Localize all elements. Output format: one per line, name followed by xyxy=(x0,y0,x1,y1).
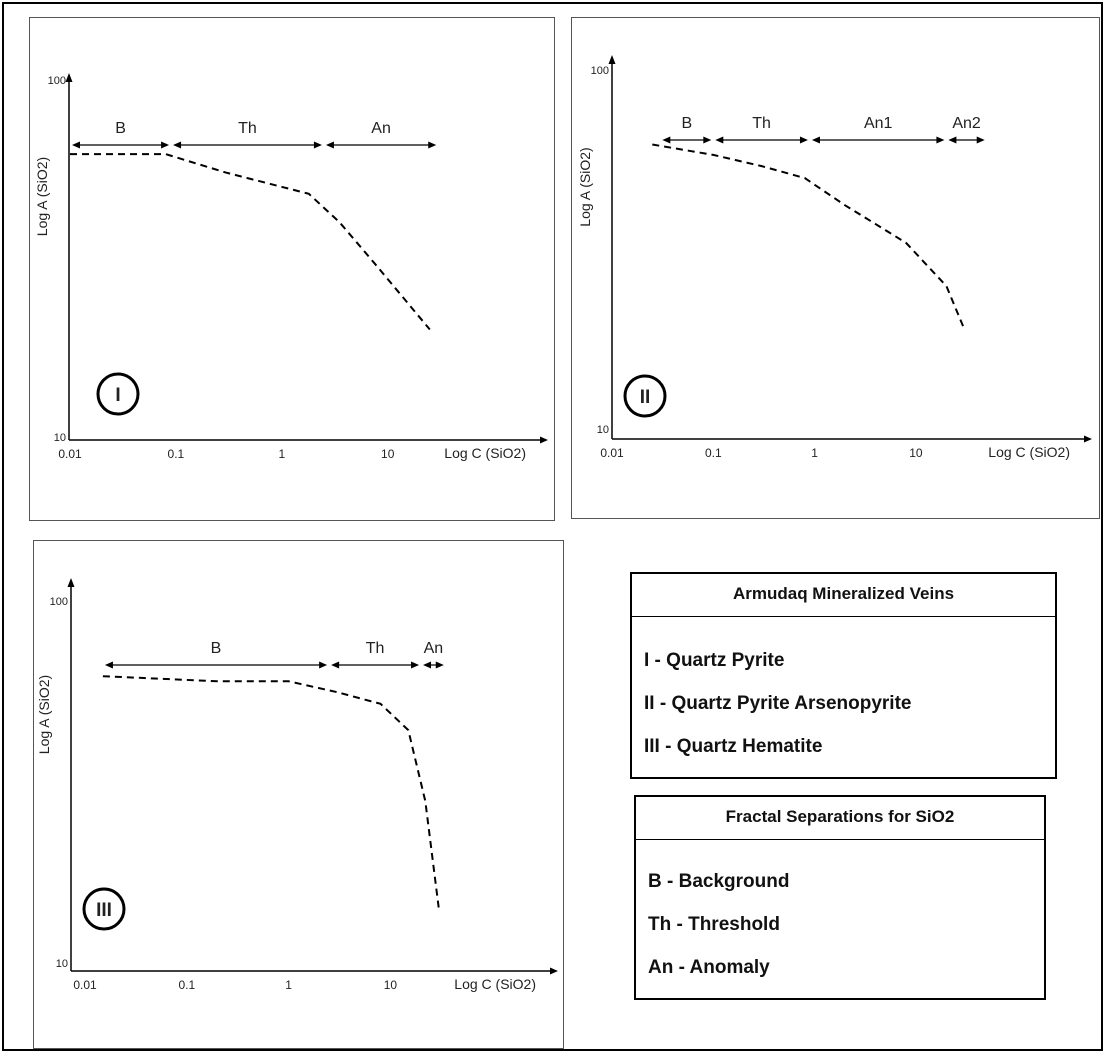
panel-id-label: I xyxy=(115,385,120,406)
legend-fractal-divider xyxy=(636,839,1044,840)
legend-fractal-item: Th - Threshold xyxy=(648,914,780,935)
segment-arrow-head-left xyxy=(173,141,182,149)
x-axis-label: Log C (SiO2) xyxy=(454,976,536,992)
segment-label: An2 xyxy=(952,115,981,132)
segment-arrow-head-right xyxy=(411,661,420,669)
y-axis-arrow xyxy=(67,578,75,587)
legend-veins-item: III - Quartz Hematite xyxy=(644,736,823,757)
segment-arrow-head-right xyxy=(161,141,170,149)
legend-fractal-item: An - Anomaly xyxy=(648,957,770,978)
segment-arrow-head-right xyxy=(799,136,808,144)
chart-panel-iii: 0.01 0.1 1 10 100 10 Log C (SiO2) Log A (SiO2) B… xyxy=(33,540,564,1049)
legend-veins-item: I - Quartz Pyrite xyxy=(644,650,785,671)
panel-id-label: III xyxy=(96,900,112,921)
x-tick-label: 0.01 xyxy=(58,447,82,461)
chart-ii-svg: 0.01 0.1 1 10 100 10 Log C (SiO2) Log A (SiO2) B… xyxy=(577,55,1092,460)
y-tick-label: 100 xyxy=(50,596,68,608)
segment-arrow-head-right xyxy=(428,141,437,149)
x-tick-label: 0.1 xyxy=(178,978,195,992)
y-tick-label: 100 xyxy=(591,65,609,77)
x-tick-label: 0.01 xyxy=(73,978,97,992)
x-tick-label: 10 xyxy=(909,446,923,460)
segment-arrow-head-left xyxy=(715,136,724,144)
panel-id-circle xyxy=(82,887,126,931)
y-axis-label: Log A (SiO2) xyxy=(36,675,52,754)
segment-arrow-head-left xyxy=(423,661,432,669)
segment-arrow-head-left xyxy=(331,661,340,669)
x-axis-arrow xyxy=(540,436,548,444)
y-tick-label: 10 xyxy=(56,958,68,970)
data-series-line xyxy=(70,153,431,331)
segment-arrow-head-left xyxy=(662,136,671,144)
legend-fractal-item: B - Background xyxy=(648,871,790,892)
legend-veins-title: Armudaq Mineralized Veins xyxy=(732,584,955,603)
panel-id-label: II xyxy=(640,387,651,408)
segment-label: B xyxy=(681,115,692,132)
x-tick-label: 0.01 xyxy=(600,446,624,460)
segment-arrow-head-right xyxy=(435,661,444,669)
chart-panel-ii: 0.01 0.1 1 10 100 10 Log C (SiO2) Log A (SiO2) B… xyxy=(571,17,1100,519)
x-axis-label: Log C (SiO2) xyxy=(444,445,526,461)
y-tick-label: 100 xyxy=(48,75,66,87)
segment-arrow-head-left xyxy=(325,141,334,149)
segment-label: An xyxy=(371,120,391,137)
x-tick-label: 0.1 xyxy=(168,447,185,461)
x-axis-arrow xyxy=(1084,435,1092,443)
chart-panel-i: 0.01 0.1 1 10 100 10 Log C (SiO2) Log A (SiO2) B… xyxy=(29,17,555,521)
segment-arrow-head-right xyxy=(703,136,712,144)
y-axis-label: Log A (SiO2) xyxy=(34,157,50,236)
x-axis-arrow xyxy=(550,967,558,975)
y-tick-label: 10 xyxy=(597,424,609,436)
y-axis-arrow xyxy=(65,73,73,82)
panel-id-circle xyxy=(96,372,140,416)
y-axis-arrow xyxy=(608,55,616,64)
y-tick-label: 10 xyxy=(54,432,66,444)
x-tick-label: 1 xyxy=(811,446,818,460)
segment-arrow-head-left xyxy=(104,661,113,669)
segment-arrow-head-left xyxy=(72,141,80,149)
data-series-line xyxy=(652,143,966,330)
y-axis-label: Log A (SiO2) xyxy=(577,147,593,226)
segment-label: Th xyxy=(238,120,257,137)
x-axis-label: Log C (SiO2) xyxy=(988,444,1070,460)
legend-veins-divider xyxy=(632,616,1055,617)
segment-label: B xyxy=(115,120,126,137)
legend-veins: Armudaq Mineralized Veins I - Quartz Pyr… xyxy=(630,572,1057,779)
legend-fractal: Fractal Separations for SiO2 B - Backgro… xyxy=(634,795,1046,1000)
segment-label: An1 xyxy=(864,115,893,132)
legend-fractal-title: Fractal Separations for SiO2 xyxy=(725,807,955,826)
x-tick-label: 0.1 xyxy=(705,446,722,460)
segment-arrow-head-right xyxy=(313,141,322,149)
x-tick-label: 10 xyxy=(384,978,398,992)
segment-arrow-head-right xyxy=(976,136,985,144)
segment-label: Th xyxy=(752,115,771,132)
segment-arrow-head-right xyxy=(319,661,328,669)
panel-id-circle xyxy=(623,374,667,418)
x-tick-label: 1 xyxy=(285,978,292,992)
segment-label: Th xyxy=(366,640,385,657)
chart-i-svg: 0.01 0.1 1 10 100 10 Log C (SiO2) Log A (SiO2) B… xyxy=(34,73,548,461)
data-series-line xyxy=(102,675,440,911)
legend-veins-item: II - Quartz Pyrite Arsenopyrite xyxy=(644,693,912,714)
segment-arrow-head-left xyxy=(811,136,820,144)
x-tick-label: 10 xyxy=(381,447,395,461)
segment-label: An xyxy=(424,640,444,657)
segment-arrow-head-right xyxy=(936,136,945,144)
chart-iii-svg: 0.01 0.1 1 10 100 10 Log C (SiO2) Log A (SiO2) B… xyxy=(36,578,558,992)
segment-arrow-head-left xyxy=(948,136,957,144)
segment-label: B xyxy=(211,640,222,657)
x-tick-label: 1 xyxy=(278,447,285,461)
